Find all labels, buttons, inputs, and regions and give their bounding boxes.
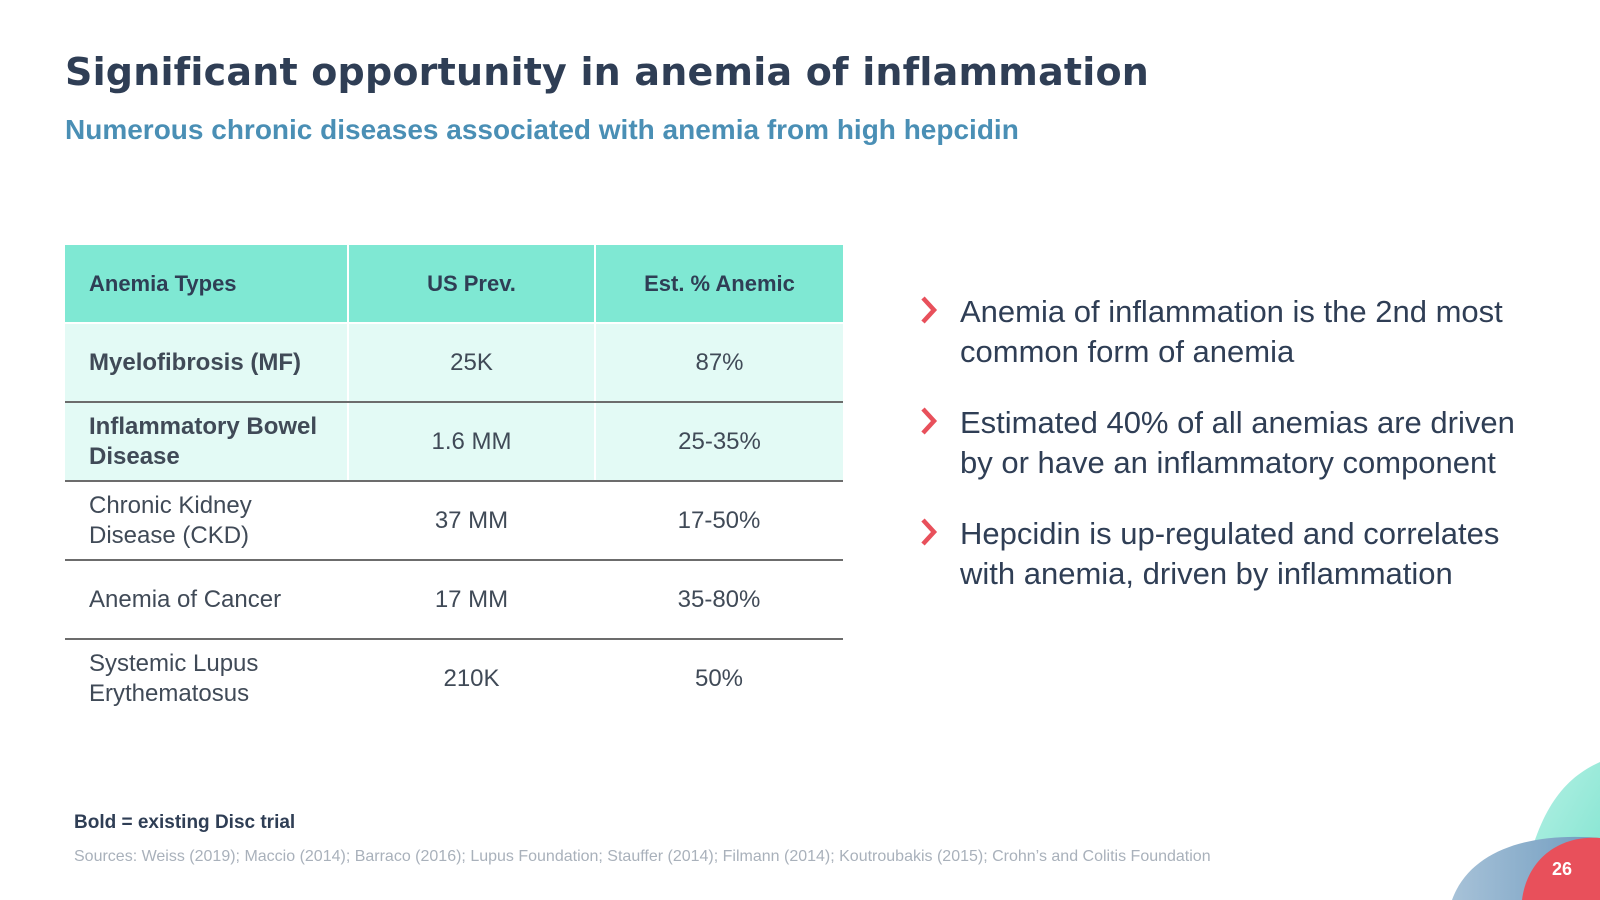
header-est-percent-anemic: Est. % Anemic bbox=[594, 245, 843, 323]
bullet-text: Anemia of inflammation is the 2nd most c… bbox=[960, 294, 1503, 369]
cell-us-prevalence: 1.6 MM bbox=[347, 402, 595, 482]
cell-us-prevalence: 37 MM bbox=[348, 481, 595, 561]
anemia-types-table: Anemia Types US Prev. Est. % Anemic Myel… bbox=[65, 245, 843, 717]
bold-legend-note: Bold = existing Disc trial bbox=[74, 812, 296, 833]
table-row: Chronic Kidney Disease (CKD) 37 MM 17-50… bbox=[65, 481, 843, 561]
header-us-prevalence: US Prev. bbox=[347, 245, 595, 323]
cell-est-anemic: 17-50% bbox=[595, 481, 843, 561]
cell-est-anemic: 25-35% bbox=[594, 402, 843, 482]
table-header-row: Anemia Types US Prev. Est. % Anemic bbox=[65, 245, 843, 323]
bullet-text: Hepcidin is up-regulated and correlates … bbox=[960, 516, 1500, 591]
slide-title: Significant opportunity in anemia of inf… bbox=[65, 50, 1150, 94]
cell-us-prevalence: 25K bbox=[347, 322, 595, 403]
list-item: Hepcidin is up-regulated and correlates … bbox=[920, 514, 1540, 594]
sources-footnote: Sources: Weiss (2019); Maccio (2014); Ba… bbox=[74, 848, 1211, 865]
cell-us-prevalence: 17 MM bbox=[348, 560, 595, 640]
table-row: Inflammatory Bowel Disease 1.6 MM 25-35% bbox=[65, 402, 843, 482]
table-row: Anemia of Cancer 17 MM 35-80% bbox=[65, 560, 843, 640]
cell-anemia-type: Inflammatory Bowel Disease bbox=[65, 402, 348, 482]
cell-est-anemic: 87% bbox=[594, 322, 843, 403]
chevron-right-icon bbox=[921, 407, 938, 435]
chevron-right-icon bbox=[921, 518, 938, 546]
cell-us-prevalence: 210K bbox=[443, 664, 500, 692]
cell-anemia-type: Chronic Kidney Disease (CKD) bbox=[65, 481, 348, 561]
cell-anemia-type: Systemic Lupus Erythematosus bbox=[89, 649, 259, 707]
bullet-text: Estimated 40% of all anemias are driven … bbox=[960, 405, 1515, 480]
list-item: Anemia of inflammation is the 2nd most c… bbox=[920, 292, 1540, 372]
cell-anemia-type: Myelofibrosis (MF) bbox=[65, 322, 348, 403]
slide-subtitle: Numerous chronic diseases associated wit… bbox=[65, 114, 1019, 145]
header-anemia-types: Anemia Types bbox=[65, 245, 348, 323]
chevron-right-icon bbox=[921, 296, 938, 324]
cell-anemia-type: Anemia of Cancer bbox=[65, 560, 348, 640]
table-row: Systemic Lupus Erythematosus 210K 50% bbox=[65, 639, 843, 717]
cell-est-anemic: 35-80% bbox=[595, 560, 843, 640]
page-number: 26 bbox=[1551, 859, 1573, 879]
table-row: Myelofibrosis (MF) 25K 87% bbox=[65, 322, 843, 403]
list-item: Estimated 40% of all anemias are driven … bbox=[920, 403, 1540, 483]
cell-est-anemic: 50% bbox=[694, 664, 744, 692]
key-points-list: Anemia of inflammation is the 2nd most c… bbox=[920, 292, 1540, 625]
